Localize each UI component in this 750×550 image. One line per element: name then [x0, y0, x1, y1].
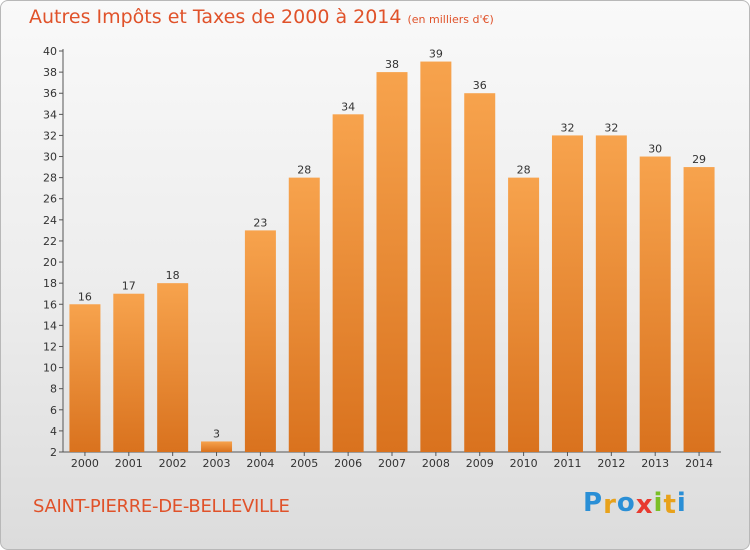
- y-tick-label: 38: [43, 66, 57, 79]
- y-tick-label: 34: [43, 108, 57, 121]
- value-label-2007: 38: [385, 58, 399, 71]
- y-tick-label: 20: [43, 256, 57, 269]
- logo-letter: r: [603, 490, 617, 520]
- value-label-2010: 28: [517, 164, 531, 177]
- logo-letter: i: [653, 488, 664, 518]
- value-label-2012: 32: [604, 121, 618, 134]
- logo-letter: i: [676, 488, 687, 518]
- bar-2003[interactable]: [201, 441, 233, 452]
- x-tick-label: 2014: [685, 457, 713, 470]
- y-tick-label: 40: [43, 45, 57, 58]
- x-tick-label: 2007: [378, 457, 406, 470]
- bar-2004[interactable]: [244, 230, 276, 452]
- bar-2010[interactable]: [508, 177, 540, 452]
- x-tick-label: 2000: [71, 457, 99, 470]
- value-labels-group: 16 17 18 3 23 28 34 38 39 36 28 32 32 30 29: [78, 48, 706, 441]
- bars-group: [69, 61, 715, 453]
- y-tick-label: 26: [43, 193, 57, 206]
- y-tick-label: 36: [43, 87, 57, 100]
- value-label-2013: 30: [648, 143, 662, 156]
- x-tick-label: 2004: [246, 457, 274, 470]
- bar-2006[interactable]: [332, 114, 364, 452]
- logo-letter: o: [616, 488, 636, 518]
- x-tick-label: 2008: [422, 457, 450, 470]
- x-tick-label: 2006: [334, 457, 362, 470]
- x-tick-label: 2012: [597, 457, 625, 470]
- x-tick-label: 2002: [159, 457, 187, 470]
- x-tick-label: 2001: [115, 457, 143, 470]
- value-label-2001: 17: [122, 280, 136, 293]
- x-tick-label: 2003: [203, 457, 231, 470]
- x-tick-label: 2010: [510, 457, 538, 470]
- y-tick-label: 24: [43, 214, 57, 227]
- bar-2002[interactable]: [157, 283, 189, 452]
- logo-letter: x: [635, 490, 654, 520]
- proxiti-logo[interactable]: Proxiti: [583, 488, 687, 520]
- value-label-2014: 29: [692, 153, 706, 166]
- y-tick-label: 14: [43, 319, 57, 332]
- value-label-2000: 16: [78, 290, 92, 303]
- y-tick-label: 12: [43, 340, 57, 353]
- bar-2012[interactable]: [595, 135, 627, 452]
- x-axis: 2000 2001 2002 2003 2004 2005 2006 2007 2008 2009…: [63, 451, 721, 470]
- logo-letter: P: [583, 488, 604, 518]
- y-tick-label: 2: [50, 446, 57, 459]
- value-label-2004: 23: [253, 216, 267, 229]
- bar-2000[interactable]: [69, 304, 101, 452]
- x-tick-label: 2013: [641, 457, 669, 470]
- bar-2009[interactable]: [464, 93, 496, 453]
- bar-2011[interactable]: [551, 135, 583, 452]
- logo-letter: t: [663, 490, 677, 520]
- y-tick-label: 22: [43, 235, 57, 248]
- value-label-2009: 36: [473, 79, 487, 92]
- chart-title-text: Autres Impôts et Taxes de 2000 à 2014: [29, 6, 402, 28]
- value-label-2008: 39: [429, 48, 443, 61]
- value-label-2002: 18: [166, 269, 180, 282]
- y-tick-label: 6: [50, 404, 57, 417]
- y-tick-label: 32: [43, 129, 57, 142]
- bar-2001[interactable]: [113, 293, 145, 452]
- bar-2007[interactable]: [376, 72, 408, 453]
- y-tick-label: 18: [43, 277, 57, 290]
- y-tick-label: 8: [50, 383, 57, 396]
- place-name: SAINT-PIERRE-DE-BELLEVILLE: [33, 496, 290, 517]
- chart-title: Autres Impôts et Taxes de 2000 à 2014 (en…: [29, 6, 494, 28]
- y-tick-label: 30: [43, 151, 57, 164]
- x-tick-label: 2011: [553, 457, 581, 470]
- bar-2005[interactable]: [288, 177, 320, 452]
- y-tick-label: 28: [43, 172, 57, 185]
- y-tick-label: 4: [50, 425, 57, 438]
- value-label-2006: 34: [341, 100, 355, 113]
- x-tick-label: 2005: [290, 457, 318, 470]
- value-label-2005: 28: [297, 164, 311, 177]
- y-tick-label: 16: [43, 298, 57, 311]
- x-tick-label: 2009: [466, 457, 494, 470]
- bar-2014[interactable]: [683, 167, 715, 452]
- y-tick-label: 10: [43, 362, 57, 375]
- bar-2013[interactable]: [639, 156, 671, 453]
- bar-2008[interactable]: [420, 61, 452, 452]
- value-label-2003: 3: [213, 427, 220, 440]
- value-label-2011: 32: [560, 121, 574, 134]
- chart-subtitle: (en milliers d'€): [407, 13, 494, 26]
